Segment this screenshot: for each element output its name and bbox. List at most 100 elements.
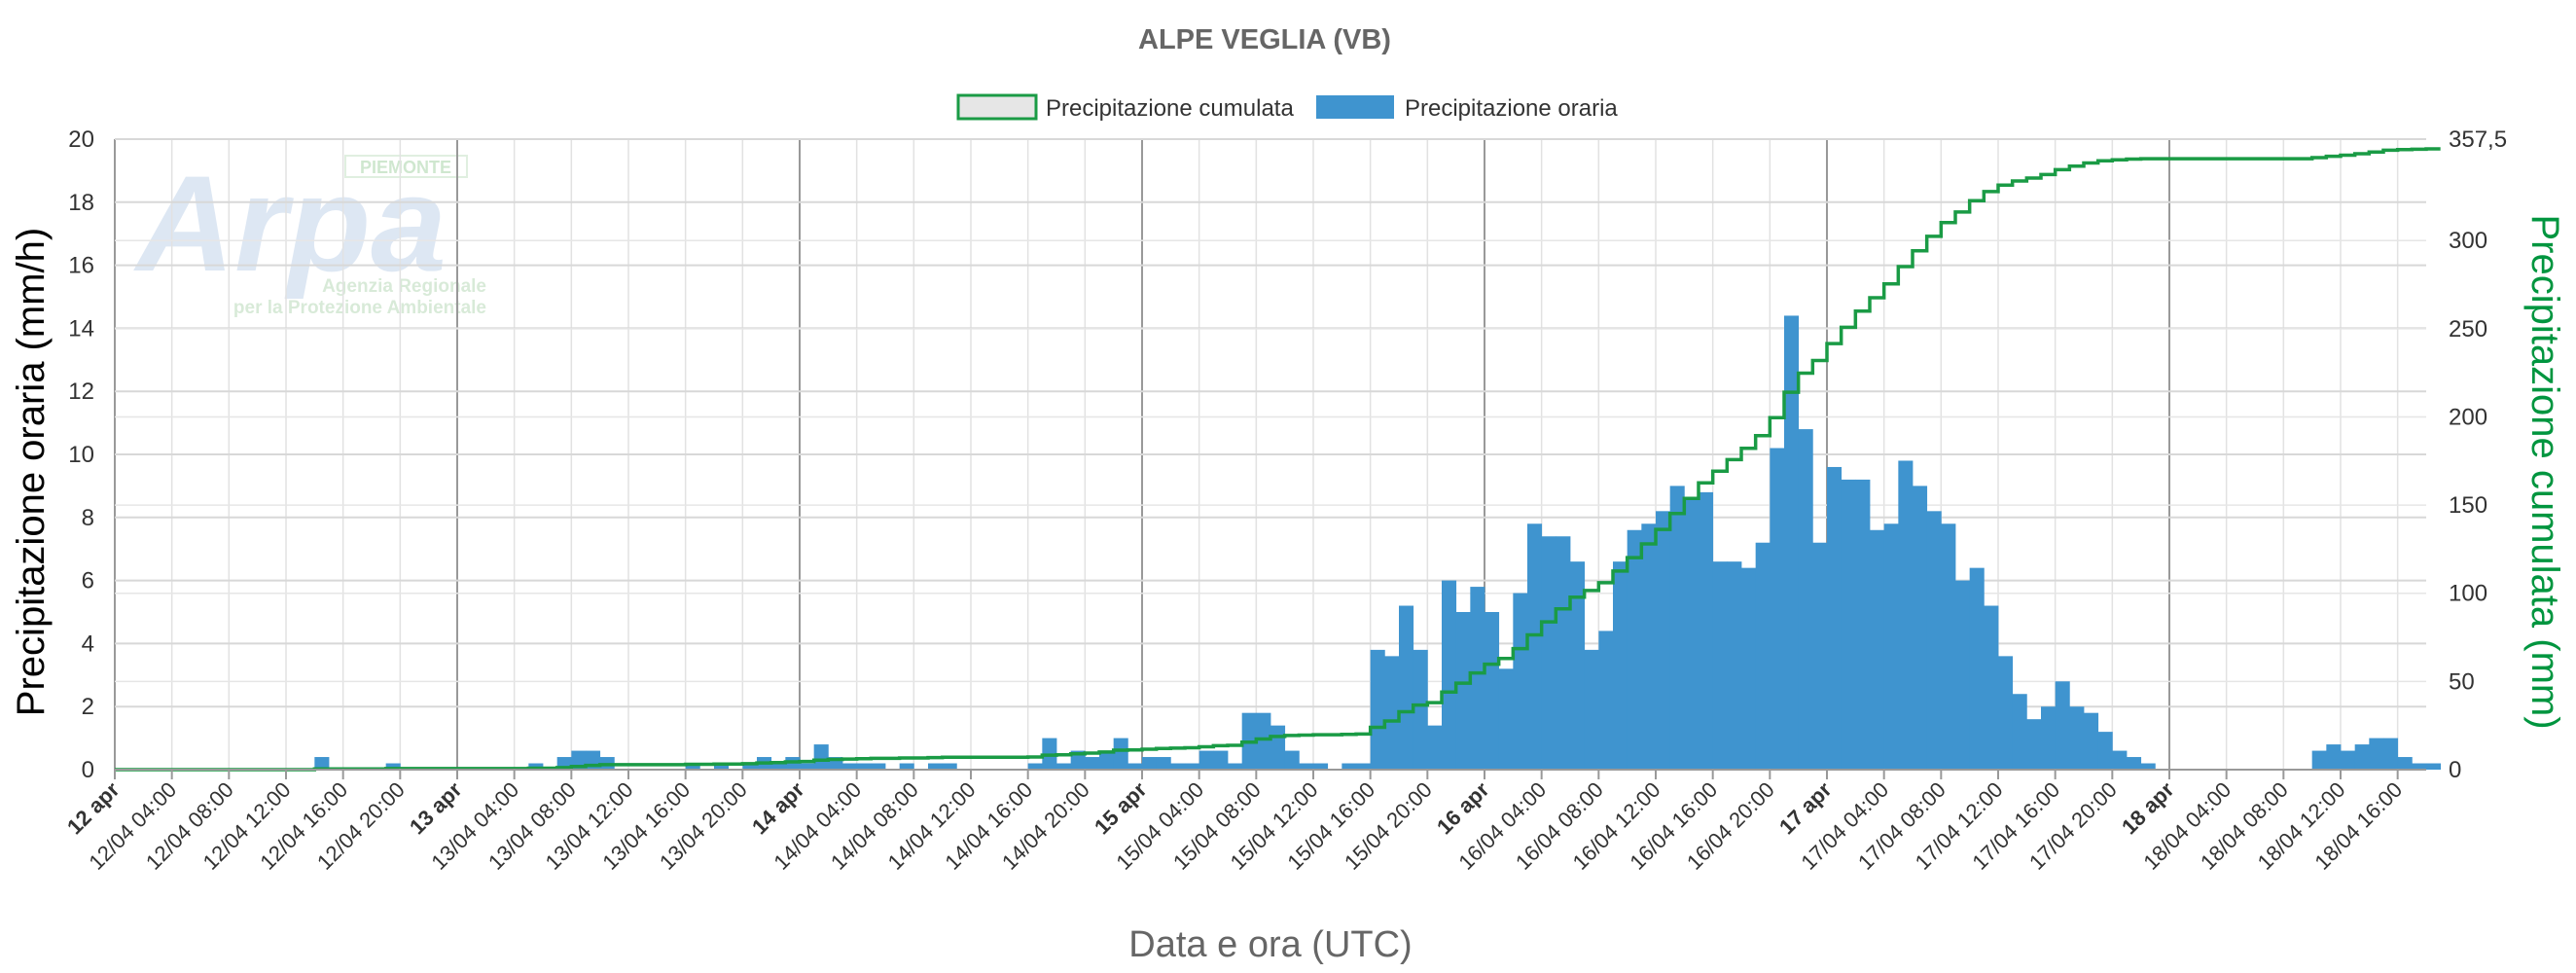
logo-region: PIEMONTE [360, 158, 451, 177]
logo-name: Arpa [133, 147, 447, 300]
y-right-tick-label: 150 [2449, 492, 2487, 519]
hourly-bar [2069, 706, 2085, 770]
hourly-bar [1470, 587, 1485, 770]
hourly-bar [2369, 738, 2384, 770]
hourly-bar [942, 763, 957, 770]
hourly-bar [385, 763, 401, 770]
grid [114, 138, 2426, 771]
hourly-bar [842, 763, 858, 770]
hourly-bar [1798, 429, 1813, 770]
hourly-bar [1926, 511, 1942, 770]
hourly-bar [1256, 712, 1271, 770]
y-axis-left: 0 2 4 6 8 10 12 14 16 18 20 [68, 126, 94, 783]
hourly-bar [813, 744, 829, 770]
hourly-bar [528, 763, 544, 770]
hourly-bar [1085, 757, 1100, 770]
hourly-bar [1784, 315, 1800, 770]
hourly-bar [1455, 612, 1471, 770]
y-left-tick-label: 14 [68, 315, 94, 342]
hourly-bar [1755, 542, 1771, 770]
hourly-bar [2055, 681, 2070, 770]
y-left-tick-label: 4 [82, 631, 94, 657]
hourly-bar [2326, 744, 2342, 770]
hourly-bar [1613, 561, 1628, 770]
hourly-bar [1827, 466, 1843, 770]
y-axis-right: 0 50 100 150 200 250 300 357,5 [2449, 126, 2507, 783]
y-left-tick-label: 20 [68, 126, 94, 153]
hourly-bar [1641, 523, 1657, 770]
y-right-tick-label: 50 [2449, 668, 2475, 695]
hourly-bar [1841, 479, 1856, 770]
y-left-tick-label: 2 [82, 694, 94, 720]
hourly-bar [314, 757, 330, 770]
hourly-bar [1898, 460, 1914, 770]
hourly-bar [899, 763, 914, 770]
x-axis-title: Data e ora (UTC) [1128, 924, 1412, 965]
y-right-tick-label: 200 [2449, 404, 2487, 430]
hourly-bar [2097, 732, 2113, 770]
cumulative-series [115, 147, 2441, 772]
hourly-bar [1413, 649, 1428, 770]
hourly-bar [1913, 486, 1928, 770]
y-right-tick-label: 0 [2449, 757, 2461, 783]
legend-label-cumulative: Precipitazione cumulata [1046, 95, 1294, 122]
hourly-bar [1213, 750, 1229, 770]
legend-label-hourly: Precipitazione oraria [1405, 95, 1618, 122]
hourly-bar [1627, 529, 1642, 770]
hourly-bar [1998, 656, 2014, 770]
hourly-bar [742, 763, 758, 770]
hourly-bar [2426, 763, 2442, 770]
hourly-bar [1669, 486, 1685, 770]
hourly-bar [1770, 448, 1785, 770]
legend: Precipitazione cumulata Precipitazione o… [956, 93, 1618, 122]
hourly-bar [1485, 612, 1500, 770]
hourly-bar [1513, 593, 1528, 770]
hourly-bar [1741, 567, 1757, 770]
hourly-bar [2084, 712, 2099, 770]
hourly-bar [1883, 523, 1899, 770]
hourly-bar [1969, 567, 1985, 770]
hourly-bar [1541, 536, 1556, 770]
hourly-bar [2140, 763, 2156, 770]
hourly-bar [685, 763, 700, 770]
hourly-bar [1584, 649, 1599, 770]
hourly-bar [1984, 605, 1999, 770]
hourly-bar [2012, 694, 2027, 770]
hourly-bar [871, 763, 886, 770]
hourly-bar [2397, 757, 2413, 770]
y-axis-left-title: Precipitazione oraria (mm/h) [10, 228, 53, 716]
hourly-bar [1699, 491, 1714, 770]
hourly-bar [1598, 631, 1614, 770]
hourly-bar [1656, 511, 1671, 770]
hourly-bar [1099, 750, 1115, 770]
legend-item-hourly[interactable]: Precipitazione oraria [1316, 95, 1618, 122]
hourly-bar [1570, 561, 1586, 770]
hourly-bar [1870, 529, 1885, 770]
hourly-bar [1356, 763, 1372, 770]
hourly-bar [856, 763, 872, 770]
hourly-bar [1427, 725, 1443, 770]
hourly-bar [928, 763, 944, 770]
hourly-bar [1712, 561, 1728, 770]
y-axis-right-title: Precipitazione cumulata (mm) [2523, 214, 2566, 729]
hourly-bar [1199, 750, 1214, 770]
hourly-bar [2311, 750, 2327, 770]
hourly-bar [1855, 479, 1871, 770]
hourly-bar [2026, 719, 2042, 770]
hourly-bar [1812, 542, 1828, 770]
hourly-bar [770, 763, 786, 770]
cumulative-line [115, 147, 2441, 772]
legend-item-cumulative[interactable]: Precipitazione cumulata [956, 93, 1294, 122]
hourly-bar [1113, 738, 1128, 770]
y-left-tick-label: 8 [82, 505, 94, 531]
arpa-logo: PIEMONTE Arpa Agenzia Regionale per la P… [133, 147, 486, 318]
y-left-tick-label: 16 [68, 253, 94, 279]
hourly-bar [1955, 580, 1971, 770]
hourly-bar [2112, 750, 2128, 770]
hourly-bar [2412, 763, 2427, 770]
hourly-bar [1127, 763, 1143, 770]
hourly-bar [2341, 750, 2356, 770]
hourly-bar [1142, 757, 1158, 770]
